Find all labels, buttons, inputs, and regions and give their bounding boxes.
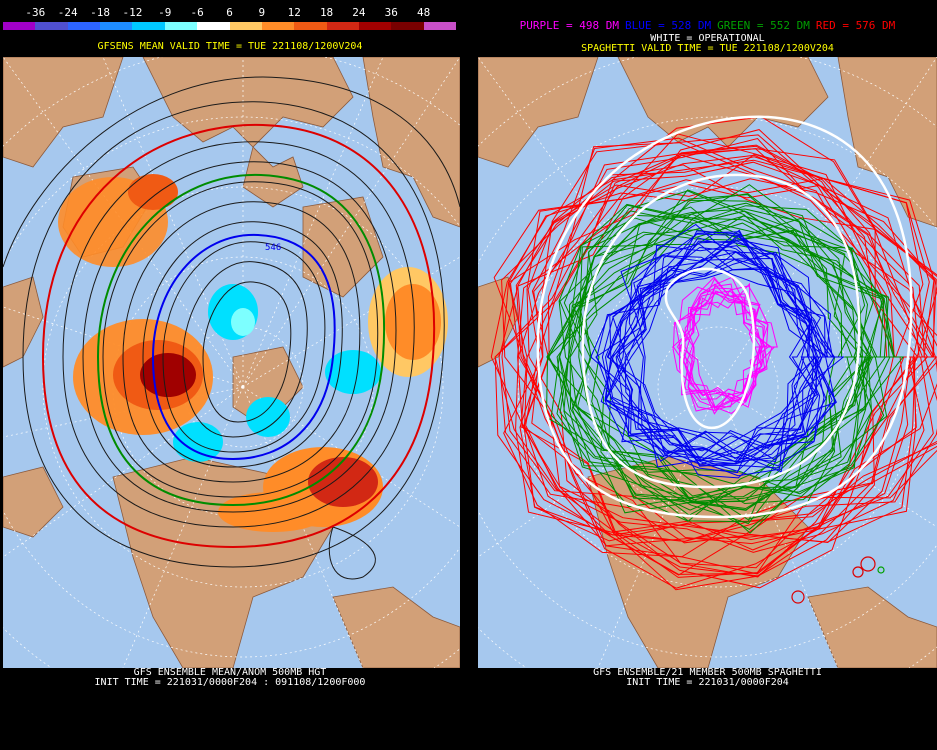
colorbar-label: 48 <box>417 6 431 19</box>
spaghetti-line <box>547 229 874 511</box>
spaghetti-line <box>556 184 873 493</box>
right-map <box>478 57 937 668</box>
spaghetti-line <box>628 243 829 465</box>
spaghetti-line <box>612 259 834 468</box>
colorbar-swatch <box>358 22 392 30</box>
spaghetti-line <box>509 154 937 578</box>
colorbar-swatch <box>35 22 68 30</box>
ensemble-mean-panel: -36 -24 -18 -12 -9 -6 6 9 12 18 24 36 48 GFSENS MEAN… <box>0 0 460 750</box>
spaghetti-line <box>607 268 832 463</box>
spaghetti-line <box>501 161 937 589</box>
left-footer-1: GFS ENSEMBLE MEAN/ANOM 500MB HGT <box>133 667 327 678</box>
legend-entry: GREEN = 552 DM <box>717 19 810 32</box>
spaghetti-line <box>604 229 836 462</box>
spaghetti-line <box>527 178 937 577</box>
ensemble-mean-map: 546 <box>3 57 460 668</box>
colorbar-swatch <box>100 22 133 30</box>
spaghetti-line <box>605 223 826 462</box>
colorbar-swatch <box>164 22 198 30</box>
spaghetti-line <box>490 159 935 591</box>
spaghetti-line <box>523 137 937 542</box>
contour-label: 546 <box>265 243 281 253</box>
spaghetti-line <box>672 276 762 408</box>
spaghetti-line <box>604 257 825 472</box>
spaghetti-line <box>606 251 810 479</box>
spaghetti-line <box>684 292 766 414</box>
colorbar-label: -24 <box>57 6 78 19</box>
spaghetti-contours <box>490 116 937 591</box>
colorbar-label: -12 <box>122 6 143 19</box>
key-contours <box>41 123 436 549</box>
spaghetti-panel: PURPLE = 498 DM BLUE = 528 DM GREEN = 552 … <box>478 0 937 750</box>
spaghetti-line <box>559 215 885 504</box>
spaghetti-line <box>590 236 822 467</box>
colorbar-swatch <box>67 22 101 30</box>
anomaly-colorbar <box>3 22 457 30</box>
spaghetti-line <box>524 142 937 576</box>
colorbar-swatch <box>326 22 359 30</box>
spaghetti-line <box>620 255 845 474</box>
colorbar-label: 6 <box>226 6 233 19</box>
colorbar-label: 24 <box>352 6 366 19</box>
spaghetti-line <box>596 239 819 469</box>
isolated-lows <box>791 556 885 604</box>
spaghetti-line <box>525 148 934 551</box>
legend-entry: PURPLE = 498 DM <box>519 19 620 32</box>
colorbar-label: 9 <box>258 6 266 19</box>
colorbar-swatch <box>261 22 295 30</box>
spaghetti-line <box>605 251 818 477</box>
spaghetti-map <box>478 57 937 668</box>
colorbar-label: 12 <box>287 6 301 19</box>
colorbar-label: 18 <box>319 6 334 19</box>
colorbar-swatch <box>423 22 457 30</box>
spaghetti-line <box>604 230 822 467</box>
left-map: 546 <box>3 57 460 668</box>
spaghetti-line <box>519 134 937 542</box>
legend-entry: RED = 576 DM <box>815 19 896 32</box>
colorbar-swatch <box>229 22 262 30</box>
colorbar-label: -6 <box>190 6 204 19</box>
right-footer-2: INIT TIME = 221031/0000F204 <box>626 677 789 688</box>
spaghetti-line <box>498 148 919 544</box>
spaghetti-line <box>501 129 917 545</box>
colorbar-swatch <box>132 22 165 30</box>
colorbar-swatch <box>197 22 230 30</box>
colorbar-label: -36 <box>25 6 46 19</box>
right-footer-1: GFS ENSEMBLE/21 MEMBER 500MB SPAGHETTI <box>593 667 822 678</box>
spaghetti-line <box>494 116 925 553</box>
spaghetti-line <box>572 204 884 516</box>
spaghetti-line <box>624 251 827 463</box>
height-contours <box>3 76 460 580</box>
colorbar-label: -9 <box>158 6 172 19</box>
spaghetti-line <box>559 199 873 498</box>
operational-label: WHITE = OPERATIONAL <box>650 33 765 44</box>
spaghetti-line <box>545 193 873 503</box>
colorbar-label: 36 <box>384 6 398 19</box>
colorbar-labels: -36 -24 -18 -12 -9 -6 6 9 12 18 24 36 48 <box>3 6 456 19</box>
panel-divider <box>460 0 478 750</box>
spaghetti-line <box>600 246 837 452</box>
left-footer-2: INIT TIME = 221031/0000F204 : 091108/120… <box>94 677 366 688</box>
contour-legend: PURPLE = 498 DM BLUE = 528 DM GREEN = 552 … <box>478 19 937 32</box>
spaghetti-line <box>517 156 924 589</box>
legend-entry: BLUE = 528 DM <box>625 19 712 32</box>
right-title: SPAGHETTI VALID TIME = TUE 221108/1200V2… <box>581 43 834 54</box>
spaghetti-line <box>579 217 867 531</box>
colorbar-swatch <box>294 22 327 30</box>
left-title: GFSENS MEAN VALID TIME = TUE 221108/1200… <box>97 41 363 52</box>
spaghetti-line <box>678 286 769 411</box>
colorbar-swatch <box>391 22 424 30</box>
operational-contours <box>536 115 913 519</box>
spaghetti-line <box>616 231 828 462</box>
colorbar-swatch <box>3 22 36 30</box>
spaghetti-line <box>494 144 909 541</box>
colorbar-label: -18 <box>90 6 110 19</box>
spaghetti-line <box>515 145 937 542</box>
